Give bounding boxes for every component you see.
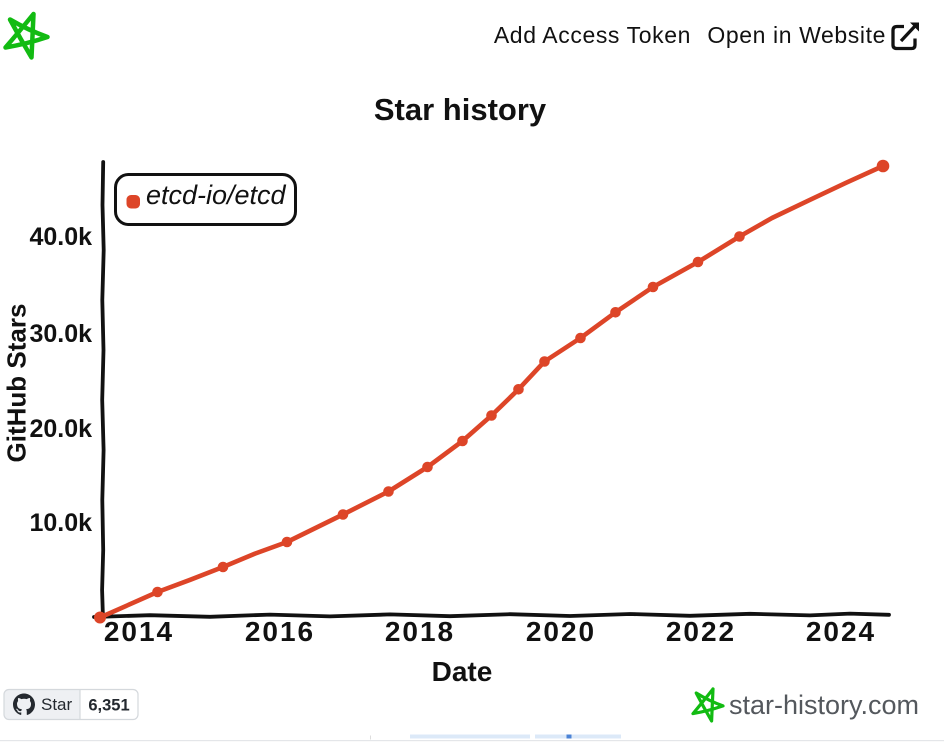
svg-text:star-history.com: star-history.com [729,690,919,720]
svg-text:Star: Star [41,695,73,714]
svg-text:GitHub Stars: GitHub Stars [2,304,32,463]
svg-text:2014: 2014 [104,616,174,647]
svg-text:Star history: Star history [374,92,547,127]
svg-text:6,351: 6,351 [88,697,129,715]
svg-text:2018: 2018 [385,616,455,647]
svg-text:2024: 2024 [806,616,876,647]
svg-text:2022: 2022 [666,616,736,647]
svg-text:2020: 2020 [526,616,596,647]
svg-text:Open in Website: Open in Website [707,22,886,48]
svg-text:Add Access Token: Add Access Token [494,22,691,48]
svg-text:Date: Date [432,656,493,687]
svg-text:2016: 2016 [245,616,315,647]
svg-text:20.0k: 20.0k [29,415,92,443]
svg-text:30.0k: 30.0k [29,320,92,348]
svg-text:etcd-io/etcd: etcd-io/etcd [146,180,287,210]
svg-text:40.0k: 40.0k [29,223,92,251]
svg-text:10.0k: 10.0k [29,509,92,537]
